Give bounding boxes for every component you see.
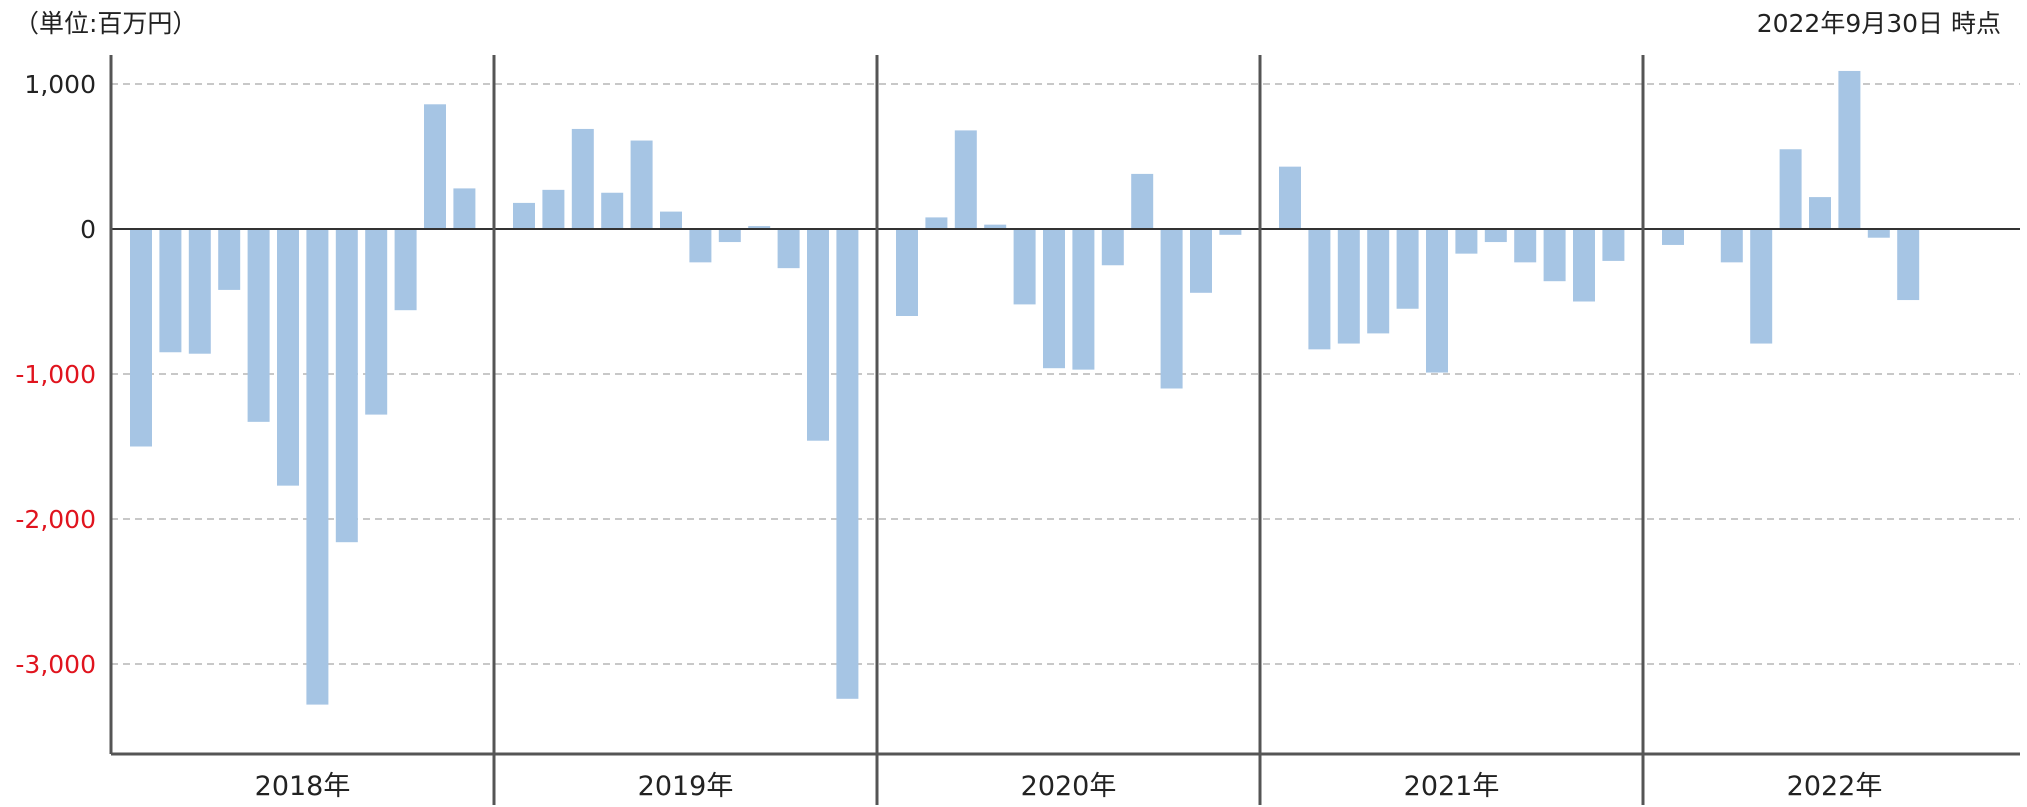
bar-2020年-6 (1043, 229, 1065, 369)
y-tick-label: 0 (80, 215, 96, 244)
bar-2021年-3 (1337, 229, 1360, 344)
bar-2020年-5 (1013, 229, 1036, 305)
bar-2020年-4 (984, 224, 1007, 229)
bar-2019年-1 (513, 202, 535, 229)
x-group-label: 2019年 (638, 771, 734, 802)
bar-2020年-7 (1072, 229, 1095, 370)
bar-2021年-7 (1455, 229, 1478, 254)
bar-2019年-10 (777, 229, 800, 269)
bar-2020年-2 (925, 217, 948, 229)
y-tick-label: 1,000 (24, 70, 96, 99)
bar-2021年-8 (1484, 229, 1507, 243)
bar-2018年-10 (394, 229, 417, 311)
labels: 1,000 0 -1,000 -2,000 -3,000 2018年 2019年 2020年 2… (15, 70, 1882, 802)
bar-2021年-4 (1367, 229, 1390, 334)
gridlines (111, 83, 2020, 665)
bar-2019年-3 (571, 128, 594, 229)
bar-2020年-11 (1190, 229, 1212, 293)
bar-2019年-7 (689, 229, 712, 263)
bar-2018年-5 (247, 229, 270, 422)
bar-2022年-9 (1897, 229, 1920, 301)
bar-2018年-6 (277, 229, 299, 486)
bar-2020年-3 (954, 130, 977, 229)
x-group-label: 2022年 (1787, 771, 1883, 802)
bar-2021年-2 (1308, 229, 1331, 350)
bar-2021年-9 (1514, 229, 1537, 263)
bar-2018年-3 (188, 229, 211, 354)
bar-2019年-8 (718, 229, 741, 243)
bar-2019年-4 (601, 192, 624, 229)
bar-2021年-10 (1543, 229, 1566, 282)
y-tick-label: -2,000 (15, 505, 96, 534)
bar-2021年-12 (1602, 229, 1625, 261)
bar-2020年-8 (1101, 229, 1124, 266)
bar-2022年-8 (1867, 229, 1890, 238)
y-tick-label: -3,000 (15, 650, 96, 679)
bar-2020年-9 (1131, 173, 1154, 229)
x-group-label: 2021年 (1404, 771, 1500, 802)
bar-2022年-3 (1720, 229, 1743, 263)
bar-2022年-6 (1809, 197, 1831, 229)
bar-2019年-5 (630, 140, 653, 229)
bar-2022年-4 (1750, 229, 1773, 344)
bar-2021年-6 (1426, 229, 1448, 373)
bar-2021年-1 (1279, 166, 1301, 229)
bar-2018年-1 (130, 229, 152, 447)
bar-2019年-2 (542, 189, 565, 229)
x-group-label: 2020年 (1021, 771, 1117, 802)
as-of-date: 2022年9月30日 時点 (1756, 9, 2001, 38)
unit-label: （単位:百万円） (14, 9, 198, 38)
bar-2019年-6 (660, 211, 682, 229)
bar-2022年-5 (1779, 149, 1802, 229)
y-tick-label: -1,000 (15, 360, 96, 389)
bar-2019年-9 (748, 226, 771, 229)
bar-2019年-11 (807, 229, 829, 441)
x-group-label: 2018年 (255, 771, 351, 802)
bar-2021年-11 (1573, 229, 1595, 302)
bar-2018年-7 (306, 229, 329, 705)
bar-2018年-9 (365, 229, 388, 415)
bar-2018年-11 (424, 104, 446, 229)
bar-2018年-12 (453, 188, 476, 229)
bar-2021年-5 (1396, 229, 1419, 309)
bar-2020年-12 (1219, 229, 1242, 235)
bar-2020年-1 (896, 229, 918, 316)
bar-2019年-12 (836, 229, 859, 699)
bar-2020年-10 (1160, 229, 1183, 389)
bar-2018年-2 (159, 229, 182, 353)
bar-2018年-4 (218, 229, 241, 290)
bar-2022年-1 (1662, 229, 1684, 245)
bars (130, 70, 1920, 705)
bar-2018年-8 (335, 229, 358, 543)
bar-2022年-7 (1838, 70, 1861, 229)
axes (109, 55, 2020, 805)
